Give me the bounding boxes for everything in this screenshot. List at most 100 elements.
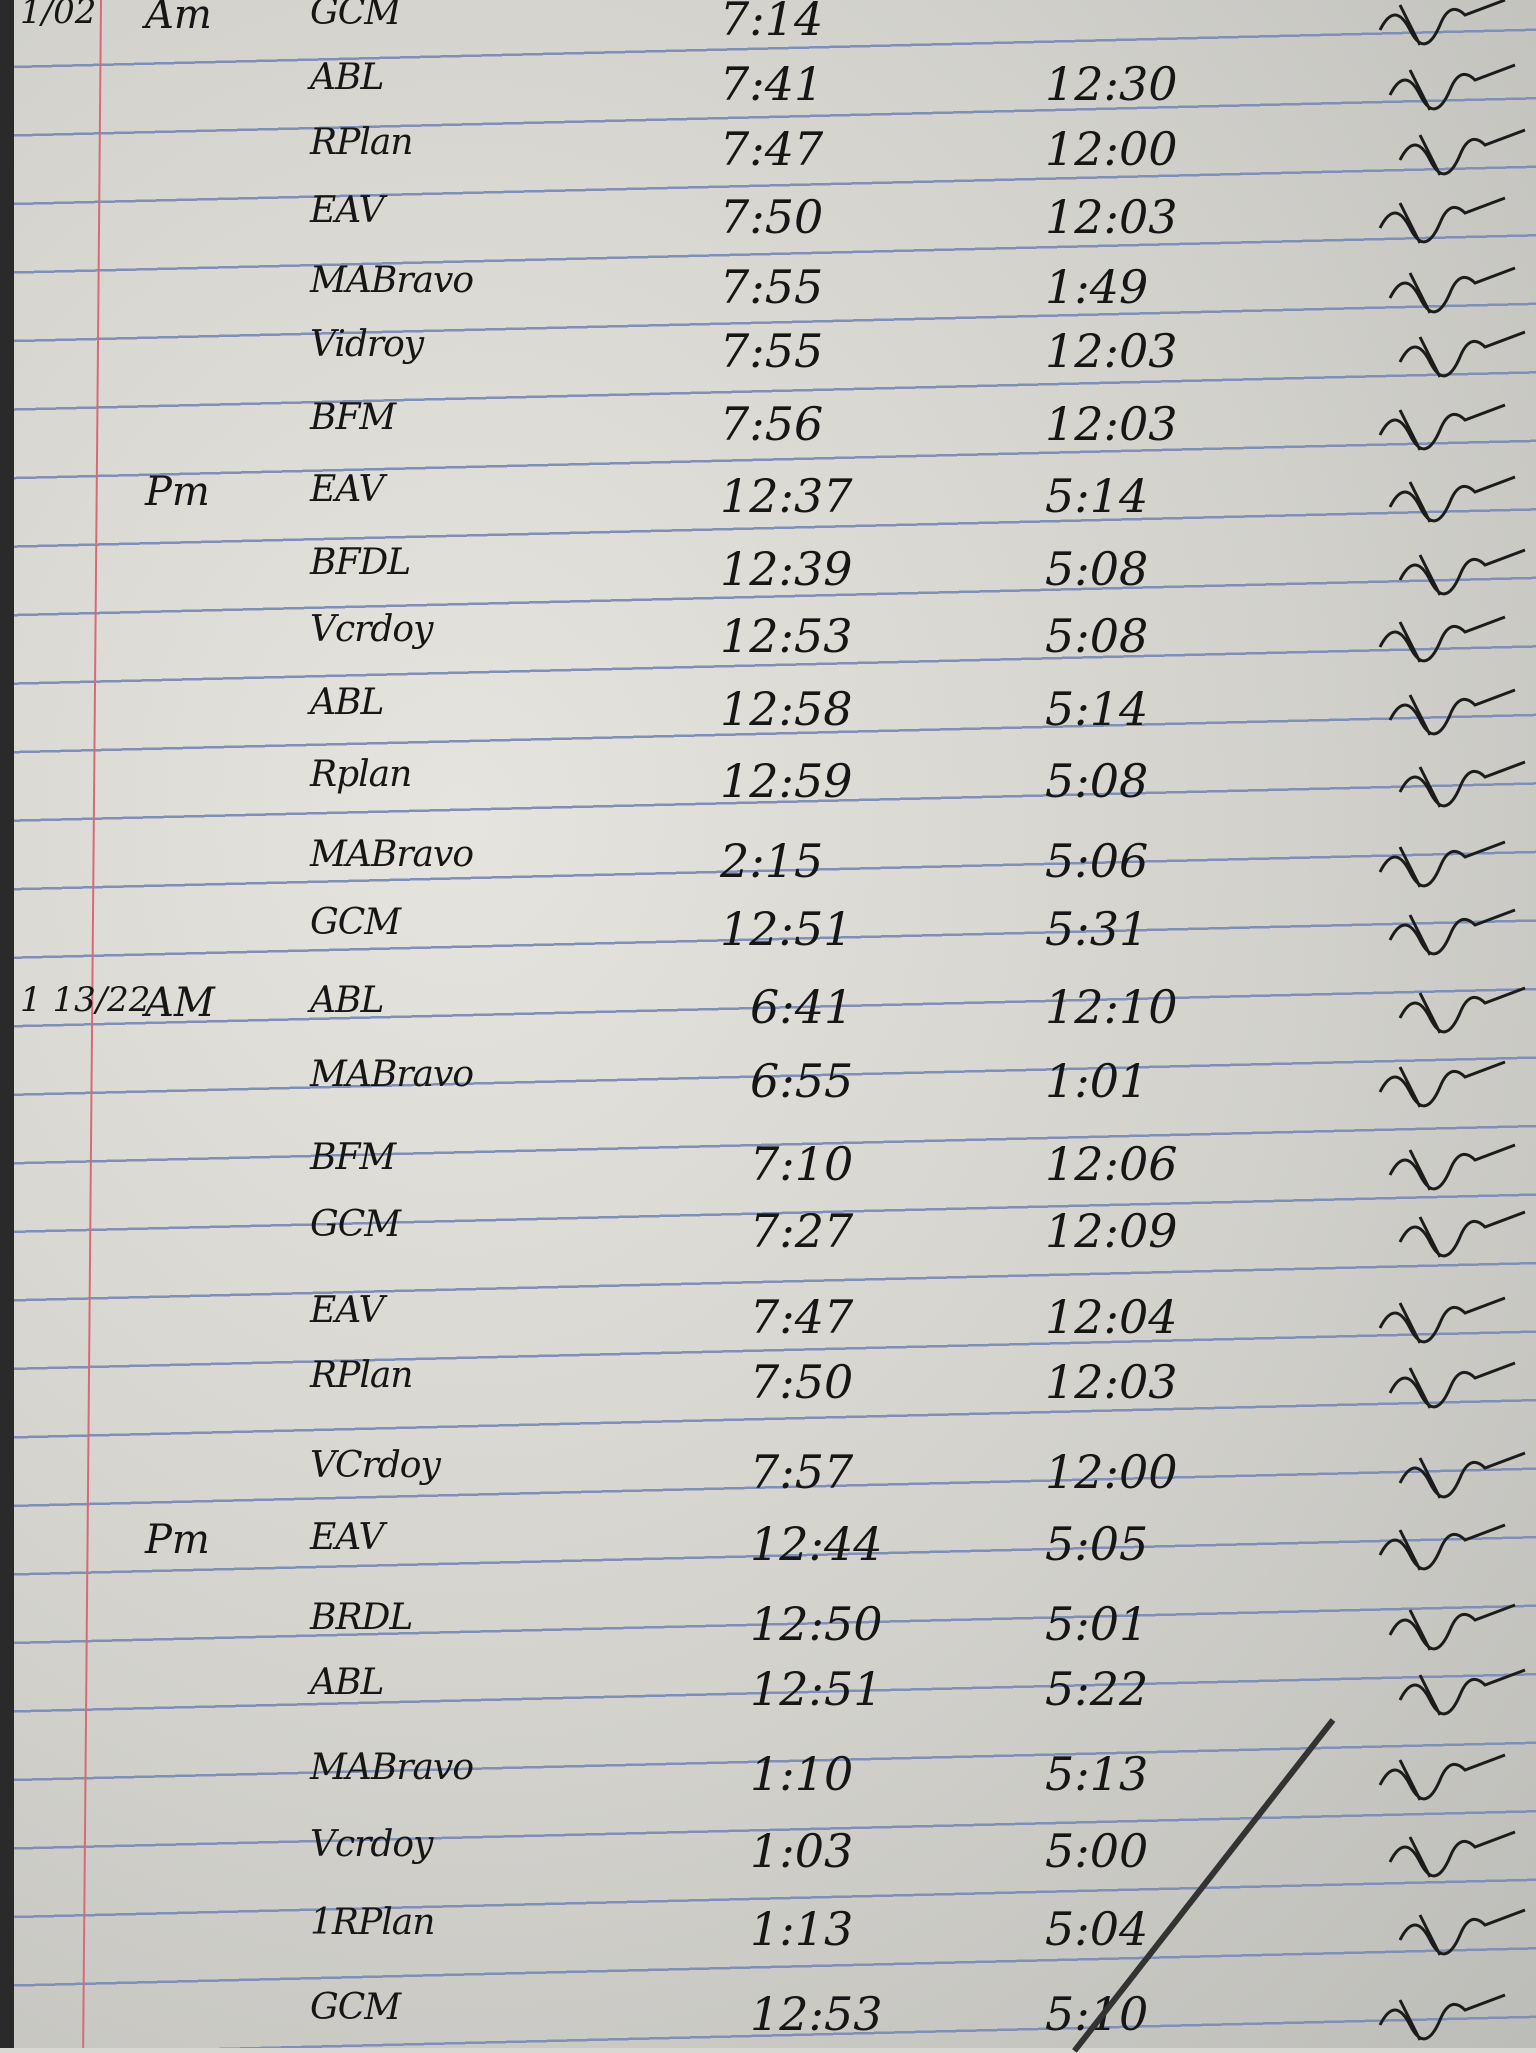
log-name: BFDL bbox=[310, 542, 411, 583]
signature-scribble bbox=[1398, 548, 1526, 596]
log-time-out: 5:08 bbox=[1045, 754, 1149, 808]
log-time-out: 5:00 bbox=[1045, 1824, 1149, 1878]
log-name: ABL bbox=[310, 980, 384, 1021]
log-period: Am bbox=[145, 0, 212, 38]
log-time-out: 12:03 bbox=[1045, 1355, 1178, 1409]
log-time-out: 1:49 bbox=[1045, 260, 1149, 314]
log-name: BFM bbox=[310, 1137, 396, 1178]
log-time-out: 12:30 bbox=[1045, 57, 1178, 111]
log-time-out: 12:09 bbox=[1045, 1204, 1178, 1258]
log-time-in: 7:56 bbox=[720, 397, 824, 451]
log-name: MABravo bbox=[310, 1747, 474, 1788]
log-time-in: 2:15 bbox=[720, 834, 824, 888]
log-time-out: 12:10 bbox=[1045, 980, 1178, 1034]
log-name: EAV bbox=[310, 1290, 384, 1331]
log-name: RPlan bbox=[310, 1355, 413, 1396]
signature-scribble bbox=[1398, 1451, 1526, 1499]
log-time-in: 1:13 bbox=[750, 1902, 854, 1956]
log-name: GCM bbox=[310, 1204, 401, 1245]
signature-scribble bbox=[1378, 196, 1506, 244]
log-period: Pm bbox=[145, 1517, 210, 1563]
log-period: Pm bbox=[145, 469, 210, 515]
signature-scribble bbox=[1378, 1523, 1506, 1571]
log-name: Vcrdoy bbox=[310, 1824, 433, 1865]
notebook-binding-edge bbox=[0, 0, 14, 2048]
log-time-out: 12:03 bbox=[1045, 190, 1178, 244]
log-time-in: 7:50 bbox=[720, 190, 824, 244]
log-time-in: 7:10 bbox=[750, 1137, 854, 1191]
log-name: ABL bbox=[310, 57, 384, 98]
log-time-out: 12:04 bbox=[1045, 1290, 1178, 1344]
signature-scribble bbox=[1378, 1060, 1506, 1108]
log-time-out: 12:03 bbox=[1045, 397, 1178, 451]
log-time-out: 12:00 bbox=[1045, 1445, 1178, 1499]
log-name: Vidroy bbox=[310, 324, 424, 365]
log-time-in: 7:57 bbox=[750, 1445, 854, 1499]
signature-scribble bbox=[1378, 840, 1506, 888]
log-time-in: 12:37 bbox=[720, 469, 853, 523]
log-name: GCM bbox=[310, 0, 401, 33]
log-name: GCM bbox=[310, 902, 401, 943]
log-name: 1RPlan bbox=[310, 1902, 435, 1943]
log-time-in: 7:14 bbox=[720, 0, 824, 46]
log-time-out: 5:13 bbox=[1045, 1747, 1149, 1801]
signature-scribble bbox=[1388, 1143, 1516, 1191]
log-time-out: 1:01 bbox=[1045, 1054, 1149, 1108]
log-time-in: 12:58 bbox=[720, 682, 853, 736]
log-time-in: 7:47 bbox=[750, 1290, 854, 1344]
log-time-out: 12:06 bbox=[1045, 1137, 1178, 1191]
signature-scribble bbox=[1378, 615, 1506, 663]
signature-column bbox=[1378, 0, 1526, 2041]
log-time-in: 12:53 bbox=[750, 1987, 883, 2041]
log-time-out: 5:08 bbox=[1045, 542, 1149, 596]
signature-scribble bbox=[1398, 1908, 1526, 1956]
signature-scribble bbox=[1388, 266, 1516, 314]
log-time-in: 12:51 bbox=[720, 902, 853, 956]
log-name: MABravo bbox=[310, 1054, 474, 1095]
log-time-out: 12:03 bbox=[1045, 324, 1178, 378]
signature-scribble bbox=[1388, 1830, 1516, 1878]
log-time-in: 1:03 bbox=[750, 1824, 854, 1878]
log-time-in: 7:47 bbox=[720, 122, 824, 176]
log-name: VCrdoy bbox=[310, 1445, 441, 1486]
signature-scribble bbox=[1378, 403, 1506, 451]
log-time-out: 5:31 bbox=[1045, 902, 1149, 956]
log-time-in: 12:51 bbox=[750, 1662, 883, 1716]
log-name: EAV bbox=[310, 469, 384, 510]
log-time-out: 12:00 bbox=[1045, 122, 1178, 176]
log-name: RPlan bbox=[310, 122, 413, 163]
log-time-in: 7:27 bbox=[750, 1204, 854, 1258]
log-time-in: 7:55 bbox=[720, 260, 824, 314]
log-name: MABravo bbox=[310, 834, 474, 875]
log-name: EAV bbox=[310, 190, 384, 231]
log-name: MABravo bbox=[310, 260, 474, 301]
log-time-out: 5:22 bbox=[1045, 1662, 1149, 1716]
log-period: AM bbox=[145, 980, 215, 1026]
log-time-in: 12:44 bbox=[750, 1517, 883, 1571]
signature-scribble bbox=[1388, 908, 1516, 956]
signature-scribble bbox=[1388, 1603, 1516, 1651]
log-name: BFM bbox=[310, 397, 396, 438]
log-name: BRDL bbox=[310, 1597, 413, 1638]
log-time-out: 5:05 bbox=[1045, 1517, 1149, 1571]
log-time-in: 6:41 bbox=[750, 980, 854, 1034]
log-time-out: 5:10 bbox=[1045, 1987, 1149, 2041]
log-time-in: 1:10 bbox=[750, 1747, 854, 1801]
log-name: Vcrdoy bbox=[310, 609, 433, 650]
signature-scribble bbox=[1388, 63, 1516, 111]
signature-scribble bbox=[1398, 1210, 1526, 1258]
log-time-in: 12:59 bbox=[720, 754, 853, 808]
log-name: GCM bbox=[310, 1987, 401, 2028]
log-time-out: 5:01 bbox=[1045, 1597, 1149, 1651]
log-time-in: 12:50 bbox=[750, 1597, 883, 1651]
log-time-out: 5:14 bbox=[1045, 469, 1149, 523]
log-time-in: 7:55 bbox=[720, 324, 824, 378]
log-time-in: 12:53 bbox=[720, 609, 853, 663]
signature-scribble bbox=[1378, 0, 1506, 46]
signature-scribble bbox=[1398, 760, 1526, 808]
log-name: EAV bbox=[310, 1517, 384, 1558]
signature-scribble bbox=[1388, 688, 1516, 736]
log-name: ABL bbox=[310, 1662, 384, 1703]
signature-scribble bbox=[1378, 1753, 1506, 1801]
